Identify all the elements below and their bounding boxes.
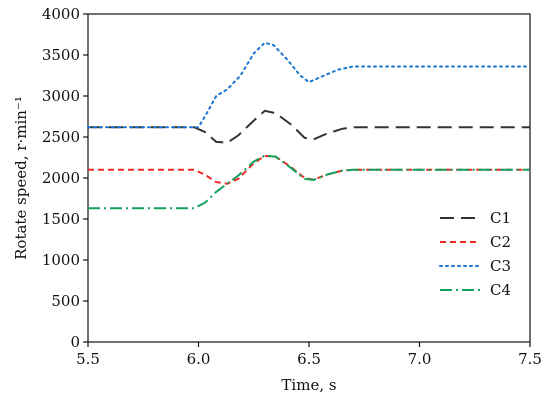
y-tick-label: 0 <box>70 333 80 351</box>
x-tick-label: 6.0 <box>187 350 211 368</box>
legend-label-c3: C3 <box>490 257 511 275</box>
y-tick-label: 4000 <box>42 5 80 23</box>
y-axis-title: Rotate speed, r·min⁻¹ <box>12 96 30 260</box>
y-tick-label: 500 <box>51 292 80 310</box>
axes: 5.5 6.0 6.5 7.0 7.5 0 500 1000 1500 2000 2500 3000 3… <box>42 5 542 368</box>
y-tick-label: 3000 <box>42 87 80 105</box>
x-tick-label: 7.0 <box>408 350 432 368</box>
x-tick-label: 6.5 <box>297 350 321 368</box>
x-tick-label: 5.5 <box>76 350 100 368</box>
series-line-c4 <box>88 154 530 210</box>
y-tick-label: 1000 <box>42 251 80 269</box>
y-tick-label: 2000 <box>42 169 80 187</box>
y-tick-label: 1500 <box>42 210 80 228</box>
legend: C1 C2 C3 C4 <box>439 209 511 299</box>
legend-label-c2: C2 <box>490 233 511 251</box>
series-line-c1 <box>88 109 530 144</box>
legend-label-c4: C4 <box>490 281 511 299</box>
x-axis-title: Time, s <box>281 376 336 394</box>
series-lines <box>87 41 531 210</box>
series-line-c3 <box>87 41 531 129</box>
y-tick-label: 2500 <box>42 128 80 146</box>
x-tick-label: 7.5 <box>518 350 542 368</box>
legend-label-c1: C1 <box>490 209 511 227</box>
y-tick-label: 3500 <box>42 46 80 64</box>
